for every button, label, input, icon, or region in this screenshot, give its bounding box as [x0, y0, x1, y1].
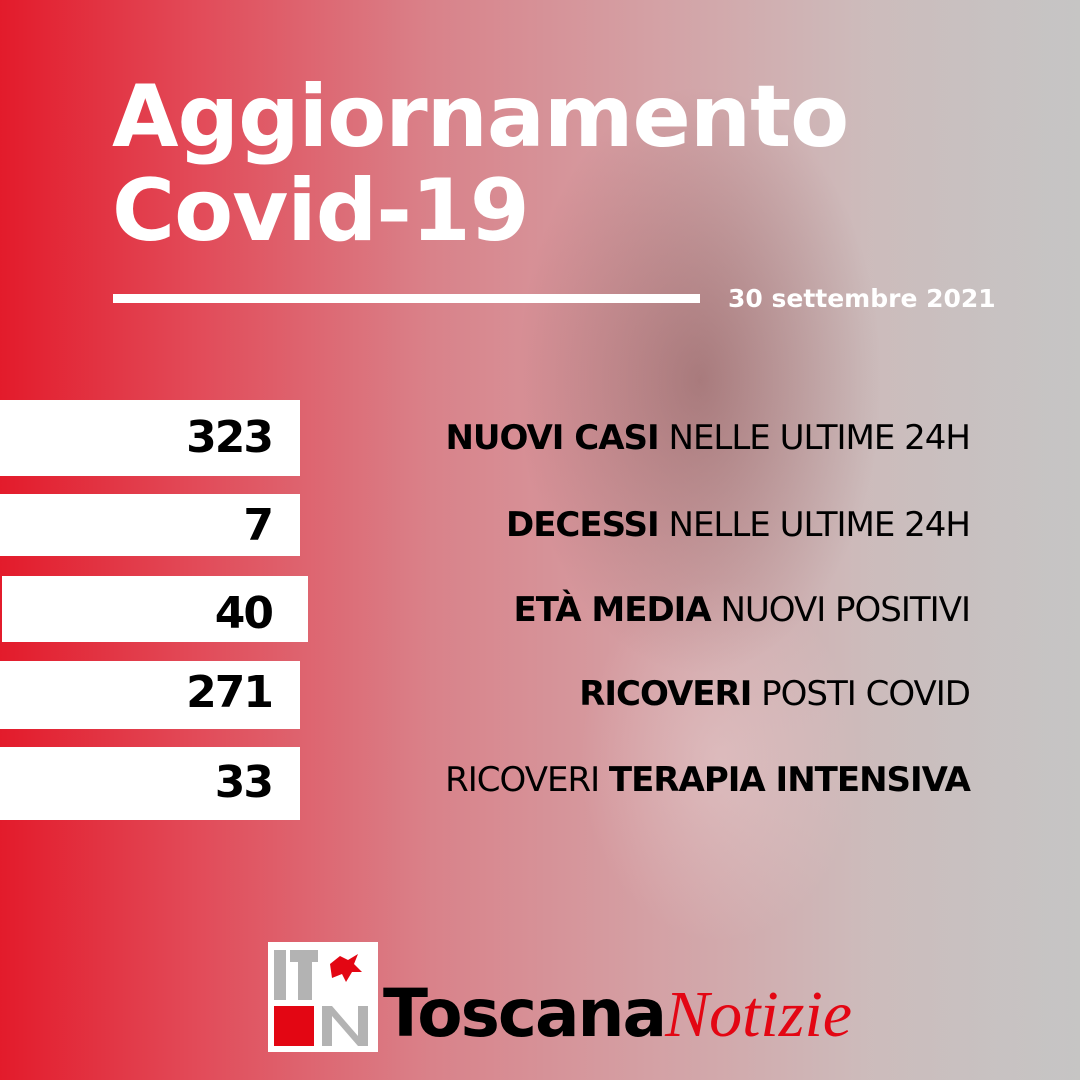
stat-box-intensive-care: 33	[0, 747, 300, 820]
stat-box-deaths: 7	[0, 494, 300, 556]
stat-value: 40	[214, 588, 274, 639]
title-line-2: Covid-19	[112, 161, 530, 261]
stat-label-hospitalized: RICOVERI POSTI COVID	[579, 674, 971, 714]
stat-label-new-cases: NUOVI CASI NELLE ULTIME 24H	[445, 418, 971, 458]
toscana-notizie-logo-icon	[268, 942, 378, 1052]
stat-value: 323	[186, 412, 274, 463]
stat-value: 271	[186, 667, 274, 718]
title-line-1: Aggiornamento	[112, 67, 849, 167]
stat-box-new-cases: 323	[0, 400, 300, 476]
stat-label-intensive-care: RICOVERI TERAPIA INTENSIVA	[445, 760, 971, 800]
divider	[113, 294, 700, 303]
date-label: 30 settembre 2021	[728, 284, 996, 313]
stat-box-average-age: 40	[2, 576, 308, 642]
stat-label-average-age: ETÀ MEDIA NUOVI POSITIVI	[513, 590, 971, 630]
brand-name: ToscanaNotizie	[383, 975, 853, 1052]
stat-label-deaths: DECESSI NELLE ULTIME 24H	[505, 505, 971, 545]
page-title: Aggiornamento Covid-19	[112, 67, 849, 261]
stat-value: 7	[243, 500, 274, 551]
stat-box-hospitalized: 271	[0, 661, 300, 729]
stat-value: 33	[214, 757, 274, 808]
